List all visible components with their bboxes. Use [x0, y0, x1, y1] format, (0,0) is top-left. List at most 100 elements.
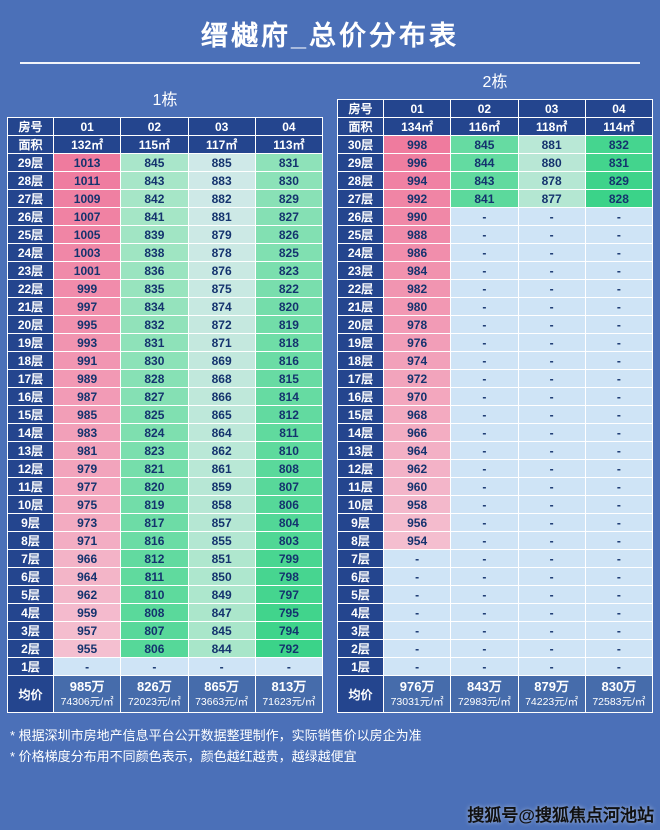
price-cell: 839 — [120, 225, 189, 244]
average-price-cell: 985万 74306元/㎡ — [52, 675, 122, 713]
floor-label: 10层 — [7, 495, 54, 514]
empty-cell: - — [584, 405, 654, 424]
price-cell: 962 — [382, 459, 452, 478]
price-cell: 845 — [450, 135, 519, 154]
unit-number-header: 04 — [254, 117, 324, 136]
tables-container: 1栋 房号 01 02 03 04 面积 132㎡ 115㎡ 117㎡ 113㎡ 29层 1013 84… — [0, 68, 660, 713]
empty-cell: - — [450, 513, 519, 532]
floor-row: 3层 - - - - — [337, 621, 654, 640]
price-cell: 808 — [120, 603, 189, 622]
price-cell: 984 — [382, 261, 452, 280]
empty-cell: - — [450, 477, 519, 496]
empty-cell: - — [584, 531, 654, 550]
empty-cell: - — [382, 639, 452, 658]
price-cell: 847 — [187, 603, 256, 622]
floor-label: 4层 — [7, 603, 54, 622]
building-2-price-table: 房号 01 02 03 04 面积 134㎡ 116㎡ 118㎡ 114㎡ 30层 998 845 881… — [337, 99, 654, 713]
empty-cell: - — [517, 261, 586, 280]
floor-row: 27层 992 841 877 828 — [337, 189, 654, 208]
area-header-label: 面积 — [7, 135, 54, 154]
unit-number-header: 01 — [382, 99, 452, 118]
floor-label: 28层 — [7, 171, 54, 190]
price-cell: 861 — [187, 459, 256, 478]
price-cell: 964 — [382, 441, 452, 460]
floor-row: 6层 964 811 850 798 — [7, 567, 324, 586]
floor-label: 19层 — [7, 333, 54, 352]
price-cell: 973 — [52, 513, 122, 532]
floor-row: 8层 971 816 855 803 — [7, 531, 324, 550]
floor-label: 17层 — [337, 369, 384, 388]
price-cell: 993 — [52, 333, 122, 352]
price-cell: 970 — [382, 387, 452, 406]
price-cell: 997 — [52, 297, 122, 316]
footnote-source: * 根据深圳市房地产信息平台公开数据整理制作，实际销售价以房企为准 — [10, 728, 422, 743]
empty-cell: - — [382, 585, 452, 604]
empty-cell: - — [517, 297, 586, 316]
floor-row: 2层 955 806 844 792 — [7, 639, 324, 658]
price-cell: 795 — [254, 603, 324, 622]
building-1-label: 1栋 — [152, 92, 178, 109]
empty-cell: - — [450, 207, 519, 226]
empty-cell: - — [450, 585, 519, 604]
footnotes: * 根据深圳市房地产信息平台公开数据整理制作，实际销售价以房企为准 * 价格梯度… — [10, 725, 660, 768]
floor-row: 20层 978- - - — [337, 315, 654, 334]
price-cell: 871 — [187, 333, 256, 352]
price-cell: 996 — [382, 153, 452, 172]
floor-label: 20层 — [337, 315, 384, 334]
price-cell: 845 — [187, 621, 256, 640]
price-cell: 954 — [382, 531, 452, 550]
floor-label: 3层 — [7, 621, 54, 640]
area-header-row: 面积 134㎡ 116㎡ 118㎡ 114㎡ — [337, 117, 654, 136]
watermark: 搜狐号@搜狐焦点河池站 — [467, 806, 654, 825]
price-cell: 820 — [120, 477, 189, 496]
price-cell: 865 — [187, 405, 256, 424]
average-price-cell: 976万 73031元/㎡ — [382, 675, 452, 713]
empty-cell: - — [584, 567, 654, 586]
price-cell: 815 — [254, 369, 324, 388]
area-value: 115㎡ — [120, 135, 189, 154]
empty-cell: - — [254, 657, 324, 676]
price-cell: 831 — [584, 153, 654, 172]
floor-label: 12层 — [337, 459, 384, 478]
floor-row: 12层 979 821 861 808 — [7, 459, 324, 478]
empty-cell: - — [517, 549, 586, 568]
floor-row: 21层 980- - - — [337, 297, 654, 316]
price-cell: 806 — [254, 495, 324, 514]
empty-cell: - — [517, 477, 586, 496]
price-cell: 989 — [52, 369, 122, 388]
price-cell: 821 — [120, 459, 189, 478]
empty-cell: - — [517, 279, 586, 298]
floor-row: 10层 975 819 858 806 — [7, 495, 324, 514]
price-cell: 985 — [52, 405, 122, 424]
empty-cell: - — [584, 297, 654, 316]
floor-label: 29层 — [7, 153, 54, 172]
average-header-label: 均价 — [7, 675, 54, 713]
floor-label: 25层 — [7, 225, 54, 244]
price-cell: 992 — [382, 189, 452, 208]
price-cell: 875 — [187, 279, 256, 298]
floor-row: 8层 954- - - — [337, 531, 654, 550]
empty-cell: - — [450, 639, 519, 658]
floor-row: 2层 - - - - — [337, 639, 654, 658]
floor-label: 25层 — [337, 225, 384, 244]
price-cell: 812 — [254, 405, 324, 424]
price-cell: 988 — [382, 225, 452, 244]
price-cell: 959 — [52, 603, 122, 622]
empty-cell: - — [517, 225, 586, 244]
price-cell: 807 — [120, 621, 189, 640]
floor-row: 3层 957 807 845 794 — [7, 621, 324, 640]
floor-label: 14层 — [7, 423, 54, 442]
empty-cell: - — [517, 387, 586, 406]
floor-row: 29层 996 844 880 831 — [337, 153, 654, 172]
price-cell: 976 — [382, 333, 452, 352]
floor-label: 17层 — [7, 369, 54, 388]
floor-row: 15层 968- - - — [337, 405, 654, 424]
average-price-cell: 865万 73663元/㎡ — [187, 675, 256, 713]
empty-cell: - — [584, 603, 654, 622]
price-cell: 850 — [187, 567, 256, 586]
empty-cell: - — [517, 567, 586, 586]
price-cell: 849 — [187, 585, 256, 604]
floor-row: 19层 976- - - — [337, 333, 654, 352]
price-cell: 811 — [120, 567, 189, 586]
